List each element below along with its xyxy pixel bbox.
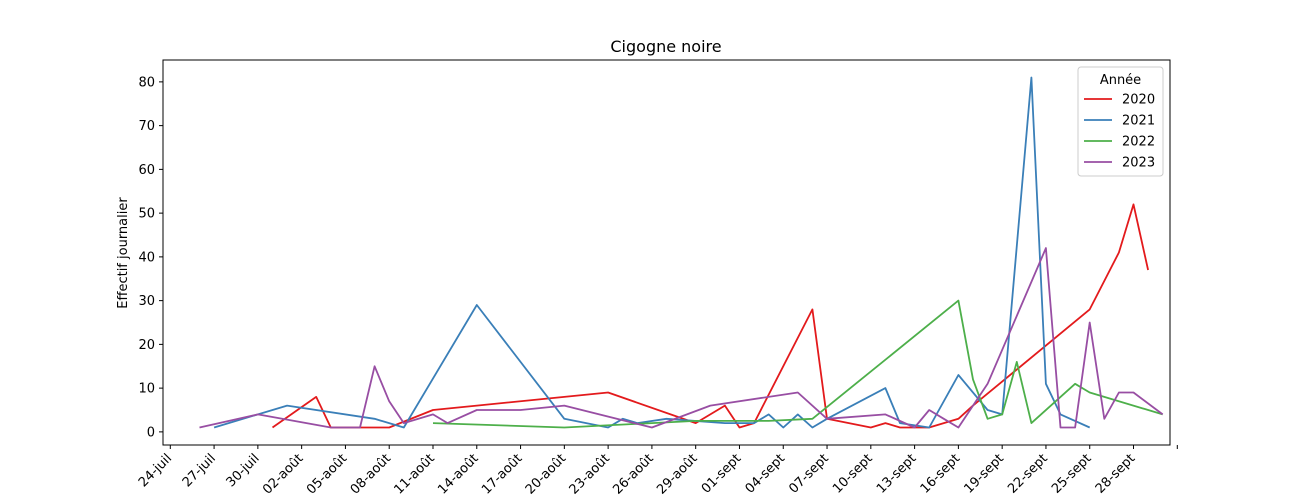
x-tick-label: 08-août [348, 451, 394, 497]
x-tick-label: 25-sept [1049, 451, 1095, 497]
plot-frame [162, 59, 1171, 446]
x-tick-label: 23-août [567, 451, 613, 497]
legend-label-2022: 2022 [1122, 135, 1155, 150]
x-tick-label: 26-août [610, 451, 656, 497]
y-tick-label: 20 [138, 338, 155, 353]
legend: Année 2020 2021 2022 2023 [1077, 66, 1164, 177]
y-tick-label: 80 [138, 75, 155, 90]
legend-label-2023: 2023 [1122, 156, 1155, 171]
y-tick-label: 60 [138, 163, 155, 178]
chart-title: Cigogne noire [610, 37, 721, 56]
y-tick-label: 0 [147, 425, 155, 440]
x-tick-label: 24-juil [136, 451, 175, 490]
y-tick-label: 70 [138, 119, 155, 134]
x-tick-label: 07-sept [786, 451, 832, 497]
x-tick-label: 20-août [523, 451, 569, 497]
x-tick-label: 04-sept [743, 451, 789, 497]
y-tick-label: 30 [138, 294, 155, 309]
x-tick-label: 14-août [435, 451, 481, 497]
x-tick-label: 11-août [392, 451, 438, 497]
x-tick-label: 13-sept [874, 451, 920, 497]
x-tick-label: 05-août [304, 451, 350, 497]
x-tick-label: 02-août [260, 451, 306, 497]
series-line-2023 [199, 247, 1164, 429]
legend-label-2021: 2021 [1122, 114, 1155, 129]
x-tick-label: 27-juil [180, 451, 219, 490]
series-line-2021 [213, 76, 1091, 429]
legend-label-2020: 2020 [1122, 93, 1155, 108]
x-tick-label: 10-sept [830, 451, 876, 497]
y-tick-label: 40 [138, 250, 155, 265]
x-tick-label: 29-août [654, 451, 700, 497]
y-tick-label: 10 [138, 382, 155, 397]
x-tick-label: 17-août [479, 451, 525, 497]
y-tick-label: 50 [138, 207, 155, 222]
x-tick-label: 16-sept [918, 451, 964, 497]
y-axis-label: Effectif journalier [116, 197, 131, 309]
plot-area: 0 10 20 30 40 50 60 70 80 24-juil 27-juil 30-juil02… [136, 59, 1178, 498]
x-tick-label: 28-sept [1093, 451, 1139, 497]
series-line-2022 [432, 299, 1163, 429]
x-tick-label: 22-sept [1005, 451, 1051, 497]
x-tick-label: 19-sept [961, 451, 1007, 497]
x-tick-label: 01-sept [699, 451, 745, 497]
legend-box [1077, 66, 1164, 177]
x-tick-label: 30-juil [224, 451, 263, 490]
legend-title: Année [1100, 73, 1141, 88]
